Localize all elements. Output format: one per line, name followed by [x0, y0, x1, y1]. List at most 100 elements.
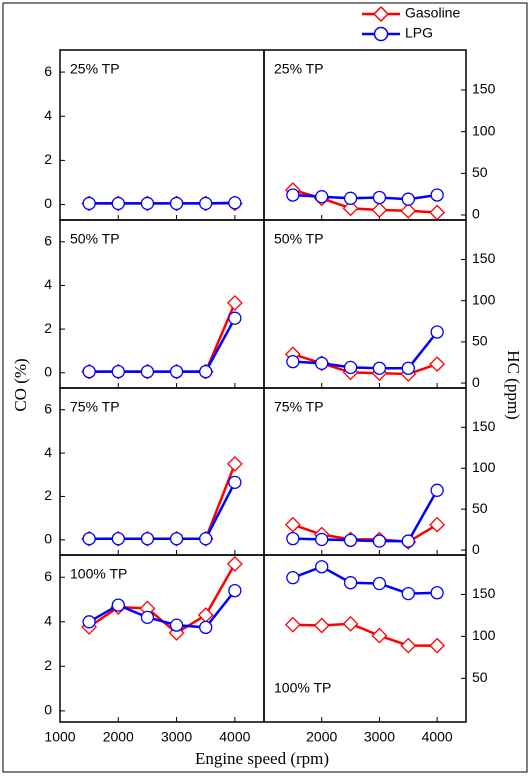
marker — [199, 364, 213, 379]
marker — [401, 586, 415, 601]
marker — [82, 196, 96, 211]
marker — [401, 192, 415, 206]
marker — [140, 610, 155, 624]
marker — [372, 576, 387, 591]
series-line — [89, 317, 236, 373]
y-tick-label: 4 — [44, 107, 52, 123]
x-tick-label: 3000 — [364, 729, 395, 745]
marker — [169, 618, 184, 632]
y-tick-label: 4 — [44, 276, 52, 292]
marker — [228, 196, 242, 210]
marker — [111, 532, 125, 546]
marker — [371, 202, 388, 218]
y-tick-label: 150 — [472, 585, 496, 601]
y-axis-title: CO (%) — [11, 358, 30, 411]
marker — [343, 576, 358, 590]
marker — [226, 555, 243, 572]
panel-title: 25% TP — [70, 61, 120, 77]
panel-title: 75% TP — [70, 399, 120, 415]
marker — [169, 196, 184, 211]
panel-title: 75% TP — [274, 399, 324, 415]
marker — [429, 356, 446, 373]
marker — [111, 364, 125, 379]
marker — [199, 196, 213, 211]
series-line — [89, 481, 237, 540]
marker — [429, 204, 446, 221]
marker — [140, 532, 155, 546]
marker — [228, 475, 242, 489]
marker — [371, 627, 388, 644]
marker — [315, 532, 329, 547]
marker — [401, 361, 415, 375]
x-tick-label: 3000 — [161, 729, 192, 745]
panel-title: 25% TP — [274, 61, 324, 77]
marker — [82, 532, 96, 546]
marker — [430, 586, 444, 600]
y-tick-label: 0 — [44, 531, 52, 547]
marker — [313, 617, 330, 634]
y-tick-label: 2 — [44, 487, 52, 503]
x-axis-title: Engine speed (rpm) — [195, 749, 329, 768]
y-tick-label: 2 — [44, 657, 52, 673]
y-tick-label: 2 — [44, 320, 52, 336]
marker — [401, 534, 415, 548]
series-line — [292, 565, 438, 595]
marker — [372, 190, 387, 205]
series-line — [89, 302, 237, 373]
marker — [284, 616, 301, 633]
marker — [315, 190, 329, 204]
series-line — [292, 622, 438, 647]
y-tick-label: 50 — [472, 164, 488, 180]
x-tick-label: 4000 — [422, 729, 453, 745]
marker — [111, 196, 125, 211]
panel-title: 50% TP — [70, 231, 120, 247]
x-tick-label: 1000 — [44, 729, 75, 745]
y-tick-label: 150 — [472, 418, 496, 434]
y-tick-label: 0 — [472, 374, 480, 390]
x-tick-label: 4000 — [219, 729, 250, 745]
marker — [315, 356, 329, 370]
marker — [315, 560, 329, 574]
marker — [400, 637, 417, 654]
marker — [82, 364, 96, 379]
marker — [228, 311, 242, 325]
marker — [228, 583, 242, 598]
legend-marker — [373, 26, 389, 42]
marker — [199, 532, 213, 546]
y-tick-label: 50 — [472, 669, 488, 685]
series-line — [292, 331, 439, 370]
marker — [226, 455, 243, 472]
y-tick-label: 50 — [472, 500, 488, 516]
marker — [140, 364, 155, 379]
marker — [429, 637, 446, 654]
marker — [140, 196, 155, 211]
y-tick-label: 6 — [44, 400, 52, 416]
y-tick-label: 100 — [472, 122, 496, 138]
y-tick-label: 0 — [472, 541, 480, 557]
series-line — [292, 489, 439, 543]
marker — [342, 200, 359, 217]
y-tick-label: 4 — [44, 613, 52, 629]
x-tick-label: 2000 — [103, 729, 134, 745]
y-tick-label: 100 — [472, 291, 496, 307]
series-line — [89, 463, 237, 540]
y-tick-label: 0 — [472, 206, 480, 222]
y-tick-label: 100 — [472, 459, 496, 475]
panel-title: 100% TP — [274, 680, 331, 696]
panel-frame — [263, 554, 467, 723]
legend-marker — [372, 5, 390, 23]
legend-label: LPG — [405, 25, 433, 41]
marker — [286, 354, 300, 369]
y-tick-label: 2 — [44, 151, 52, 167]
y-tick-label: 6 — [44, 568, 52, 584]
marker — [372, 534, 387, 548]
marker — [286, 188, 300, 202]
y-tick-label: 0 — [44, 702, 52, 718]
y-tick-label: 6 — [44, 63, 52, 79]
marker — [343, 191, 358, 205]
x-tick-label: 2000 — [306, 729, 337, 745]
series-line — [88, 589, 236, 629]
marker — [286, 571, 300, 585]
